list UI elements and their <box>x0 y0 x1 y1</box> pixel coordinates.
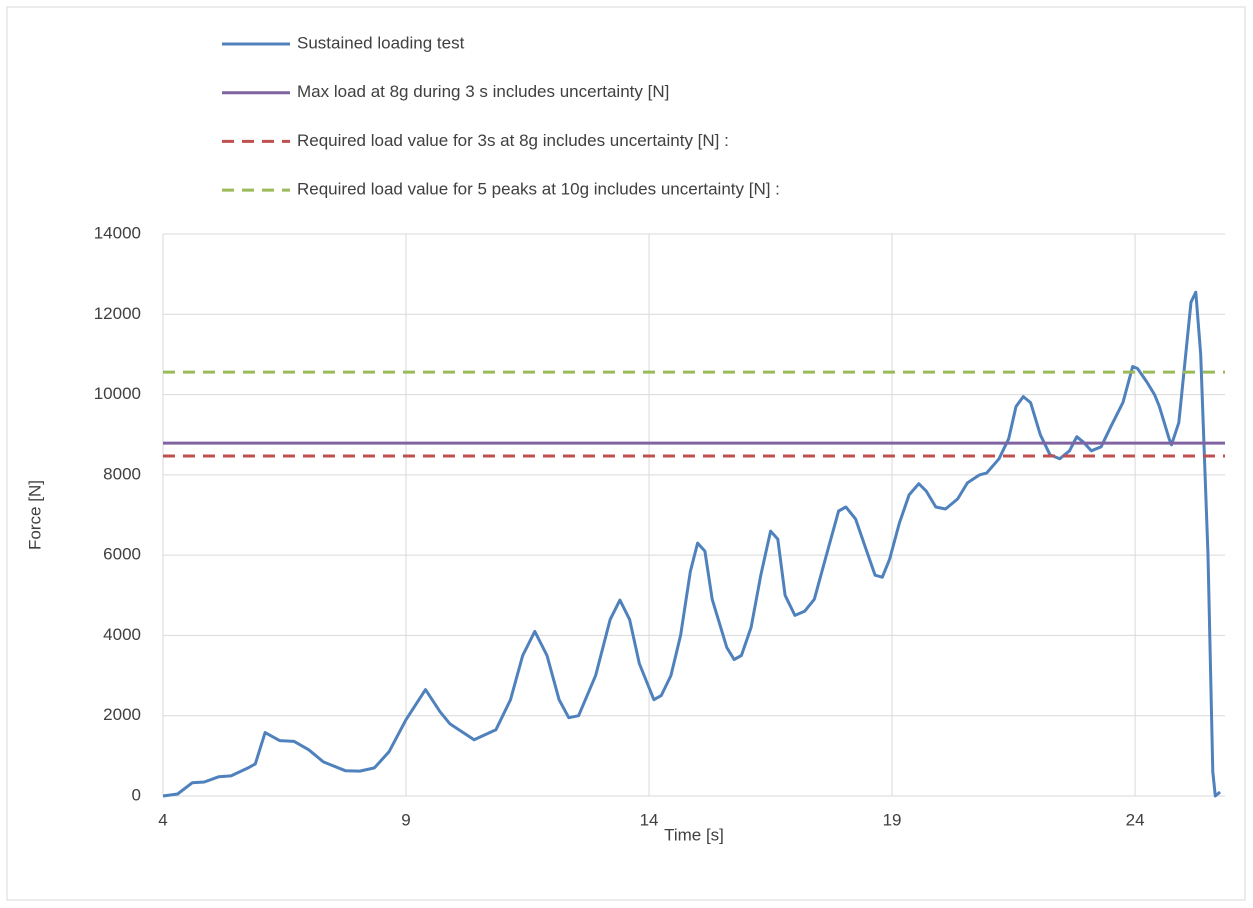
y-axis-label: Force [N] <box>25 480 44 550</box>
y-tick-label: 14000 <box>94 223 141 242</box>
x-axis-label: Time [s] <box>664 825 724 844</box>
x-tick-label: 24 <box>1126 810 1145 829</box>
y-tick-label: 4000 <box>103 625 141 644</box>
x-tick-label: 19 <box>883 810 902 829</box>
y-tick-label: 10000 <box>94 384 141 403</box>
y-tick-label: 12000 <box>94 304 141 323</box>
y-tick-label: 6000 <box>103 545 141 564</box>
x-tick-label: 14 <box>640 810 659 829</box>
x-tick-label: 9 <box>401 810 410 829</box>
y-tick-label: 2000 <box>103 705 141 724</box>
chart-frame <box>6 6 1246 901</box>
x-tick-label: 4 <box>158 810 167 829</box>
legend-label: Max load at 8g during 3 s includes uncer… <box>297 82 669 101</box>
legend-label: Required load value for 5 peaks at 10g i… <box>297 180 780 199</box>
legend-label: Required load value for 3s at 8g include… <box>297 131 729 150</box>
y-tick-label: 0 <box>132 785 141 804</box>
series-line <box>162 290 1222 798</box>
legend-label: Sustained loading test <box>297 33 465 52</box>
y-tick-label: 8000 <box>103 464 141 483</box>
